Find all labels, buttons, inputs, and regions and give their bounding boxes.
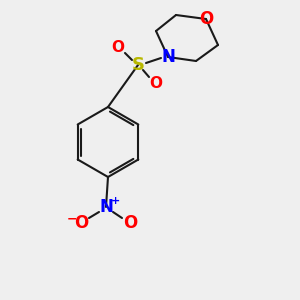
Text: −: −: [67, 212, 77, 226]
Text: +: +: [110, 196, 120, 206]
Text: S: S: [131, 56, 145, 74]
Text: N: N: [99, 198, 113, 216]
Text: O: O: [149, 76, 163, 91]
Text: O: O: [74, 214, 88, 232]
Text: N: N: [161, 48, 175, 66]
Text: O: O: [112, 40, 124, 55]
Text: O: O: [199, 10, 213, 28]
Text: O: O: [123, 214, 137, 232]
